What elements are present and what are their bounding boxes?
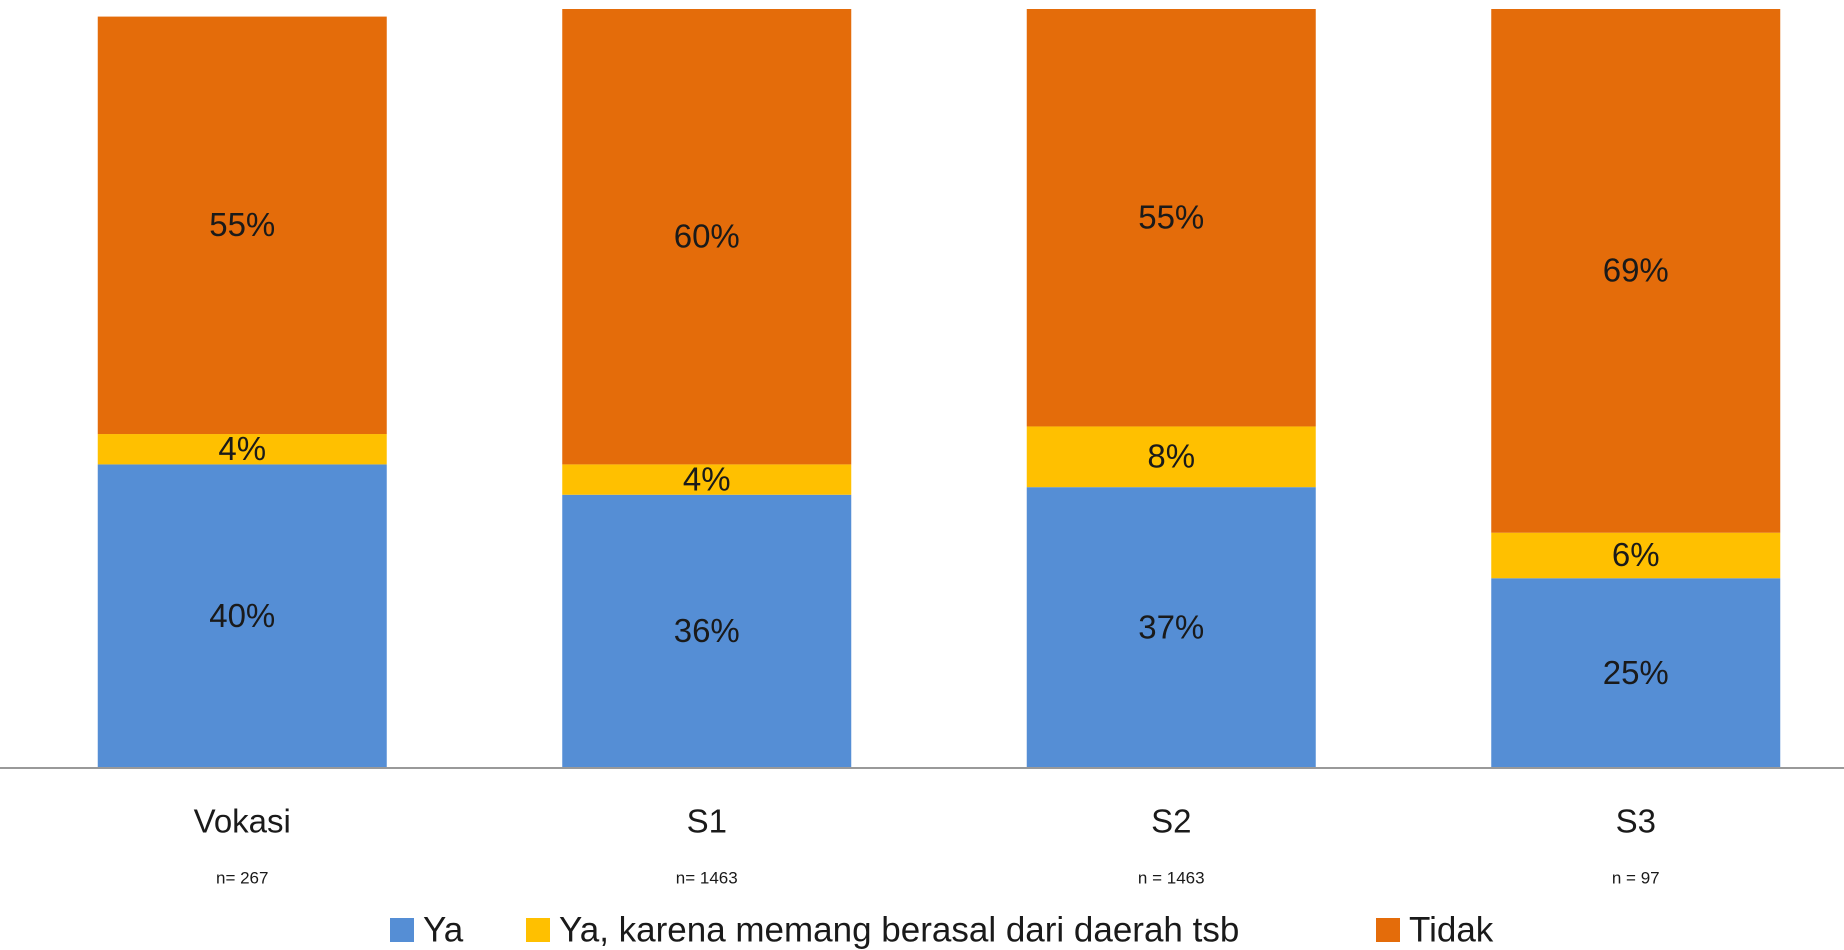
legend-swatch: [390, 918, 414, 942]
bar-segment: [97, 434, 387, 465]
value-label: 60%: [674, 217, 740, 254]
value-label: 25%: [1603, 654, 1669, 691]
bar-segment: [1491, 9, 1781, 533]
value-label: 6%: [1612, 536, 1660, 573]
x-tick-label: S2: [1151, 803, 1191, 840]
value-label: 37%: [1138, 608, 1204, 645]
bar-segment: [562, 464, 852, 495]
bar-segment: [1026, 426, 1316, 488]
legend-swatch: [526, 918, 550, 942]
bar-segment: [1491, 532, 1781, 579]
x-tick-label: S1: [687, 803, 727, 840]
legend-label: Ya, karena memang berasal dari daerah ts…: [559, 910, 1239, 949]
category-note: n = 1463: [1138, 868, 1205, 887]
value-label: 40%: [209, 597, 275, 634]
value-label: 55%: [1138, 198, 1204, 235]
bar-segment: [97, 464, 387, 768]
value-label: 36%: [674, 612, 740, 649]
bar-segment: [1026, 9, 1316, 427]
value-label: 55%: [209, 206, 275, 243]
legend-swatch: [1376, 918, 1400, 942]
category-note: n= 267: [216, 868, 268, 887]
category-note: n= 1463: [676, 868, 738, 887]
x-tick-label: S3: [1616, 803, 1656, 840]
value-label: 4%: [218, 430, 266, 467]
x-tick-label: Vokasi: [194, 803, 291, 840]
legend-label: Tidak: [1409, 910, 1494, 949]
bar-segment: [1026, 487, 1316, 768]
value-label: 4%: [683, 460, 731, 497]
bar-segment: [1491, 578, 1781, 768]
value-label: 69%: [1603, 252, 1669, 289]
legend-label: Ya: [423, 910, 464, 949]
value-label: 8%: [1147, 438, 1195, 475]
bar-segment: [97, 16, 387, 435]
bar-segment: [562, 494, 852, 768]
category-note: n = 97: [1612, 868, 1660, 887]
bar-segment: [562, 9, 852, 465]
